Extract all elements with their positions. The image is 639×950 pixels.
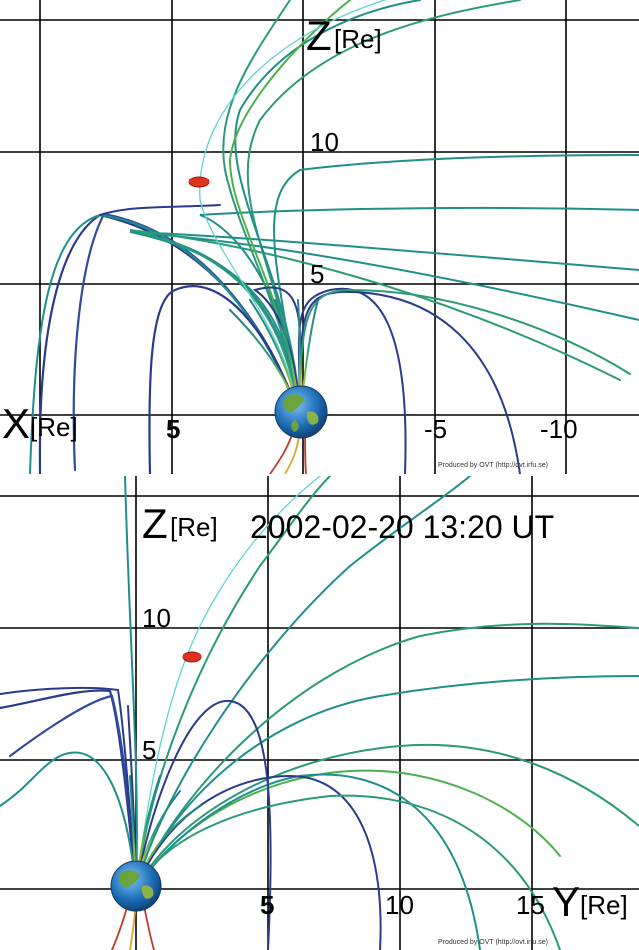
earth-globe-icon — [110, 860, 162, 912]
y-axis-unit: [Re] — [580, 890, 628, 920]
z-axis-letter: Z — [306, 12, 332, 59]
field-lines-west — [0, 686, 138, 891]
z-axis-letter: Z — [142, 500, 168, 547]
z-tick-10: 10 — [310, 127, 339, 157]
x-axis-unit: [Re] — [30, 412, 78, 442]
spacecraft-marker-icon — [188, 176, 210, 188]
z-tick-10: 10 — [142, 603, 171, 633]
field-lines-east — [124, 476, 639, 950]
yz-projection-panel: Z [Re] 2002-02-20 13:20 UT 10 5 5 10 15 … — [0, 476, 639, 950]
x-tick-minus-10: -10 — [540, 414, 578, 444]
z-axis-unit: [Re] — [170, 512, 218, 542]
credit-text: Produced by OVT (http://ovt.irfu.se) — [438, 462, 548, 469]
earth-globe-icon — [274, 385, 328, 439]
x-tick-5: 5 — [166, 414, 180, 444]
timestamp: 2002-02-20 13:20 UT — [250, 509, 554, 545]
z-tick-5: 5 — [142, 735, 156, 765]
spacecraft-marker-icon — [182, 651, 202, 663]
y-tick-10: 10 — [385, 890, 414, 920]
y-axis-letter: Y — [552, 878, 580, 925]
credit-text: Produced by OVT (http://ovt.irfu.se) — [438, 939, 548, 946]
z-axis-unit: [Re] — [334, 24, 382, 54]
z-tick-5: 5 — [310, 259, 324, 289]
xz-projection-plot: Z [Re] 10 5 X [Re] 5 -5 -10 Produced by … — [0, 0, 639, 474]
y-tick-15: 15 — [516, 890, 545, 920]
field-lines-tail — [129, 0, 639, 474]
y-tick-5: 5 — [260, 890, 274, 920]
xz-projection-panel: Z [Re] 10 5 X [Re] 5 -5 -10 Produced by … — [0, 0, 639, 474]
yz-projection-plot: Z [Re] 2002-02-20 13:20 UT 10 5 5 10 15 … — [0, 476, 639, 950]
x-tick-minus-5: -5 — [424, 414, 447, 444]
field-lines-dayside — [29, 204, 302, 474]
x-axis-letter: X — [2, 400, 30, 447]
